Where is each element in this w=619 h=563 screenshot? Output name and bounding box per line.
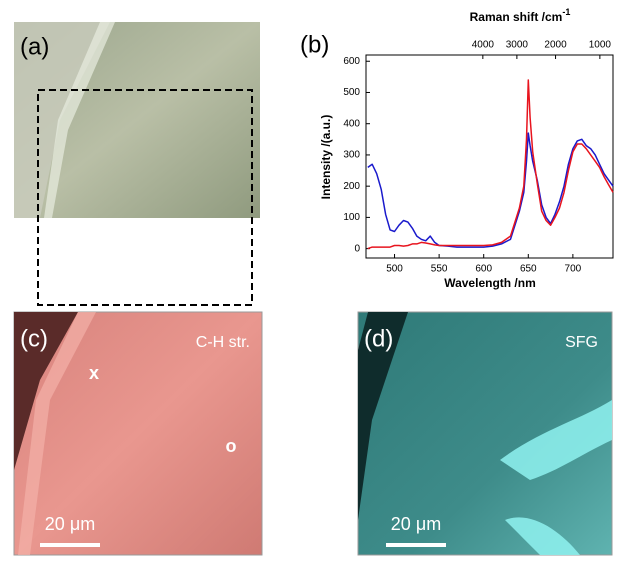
x2-axis-title: Raman shift /cm-1 <box>470 7 571 24</box>
x-tick-label: 600 <box>475 264 492 275</box>
x2-axis-title-text: Raman shift /cm <box>470 10 563 24</box>
panel-c: (c) C-H str. x o 20 μm <box>14 312 262 555</box>
x2-tick-label: 3000 <box>506 40 529 51</box>
scale-bar-label: 20 μm <box>45 514 95 534</box>
x-tick-label: 650 <box>520 264 537 275</box>
x2-tick-label: 1000 <box>589 40 612 51</box>
y-tick-label: 300 <box>343 150 360 161</box>
panel-label: (d) <box>364 325 393 352</box>
y-tick-label: 400 <box>343 118 360 129</box>
y-tick-label: 600 <box>343 56 360 67</box>
plot-frame <box>366 55 613 258</box>
spectrum-line <box>368 80 613 249</box>
x-tick-label: 500 <box>386 264 403 275</box>
figure: (a) (c) C-H str. x o 20 μm (d) SFG 20 μm… <box>0 0 619 563</box>
panel-label: (c) <box>20 325 48 352</box>
x-axis-title: Wavelength /nm <box>444 276 536 290</box>
x2-tick-label: 2000 <box>544 40 567 51</box>
panel-a: (a) <box>14 22 260 305</box>
x-tick-label: 550 <box>431 264 448 275</box>
spectrum-line <box>368 133 613 247</box>
panel-b: (b) Wavelength /nm Intensity /(a.u.) Ram… <box>300 7 613 290</box>
channel-label: C-H str. <box>196 334 250 351</box>
scale-bar-label: 20 μm <box>391 514 441 534</box>
panel-label: (a) <box>20 33 49 60</box>
y-tick-label: 500 <box>343 87 360 98</box>
y-axis-title: Intensity /(a.u.) <box>319 115 333 200</box>
channel-label: SFG <box>565 334 598 351</box>
y-tick-label: 100 <box>343 212 360 223</box>
marker: x <box>89 363 99 383</box>
panel-d: (d) SFG 20 μm <box>358 312 612 555</box>
panel-label: (b) <box>300 31 329 58</box>
x2-tick-label: 4000 <box>472 40 495 51</box>
x-tick-label: 700 <box>565 264 582 275</box>
y-tick-label: 200 <box>343 181 360 192</box>
y-tick-label: 0 <box>354 243 360 254</box>
marker: o <box>226 436 237 456</box>
x2-axis-title-sup: -1 <box>562 7 570 17</box>
